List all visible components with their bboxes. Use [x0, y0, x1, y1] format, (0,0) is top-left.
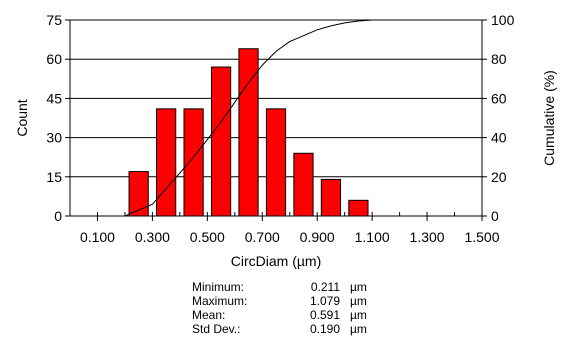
x-tick-label: 0.100 [80, 229, 115, 245]
y2-tick-label: 100 [491, 12, 515, 28]
stat-row-std-dev: Std Dev.: 0.190 µm [192, 322, 367, 336]
x-axis-label: CircDiam (µm) [231, 253, 322, 269]
stat-unit: µm [350, 308, 367, 322]
histogram-bar [320, 178, 342, 217]
stat-unit: µm [350, 322, 367, 336]
stat-value: 1.079 [309, 294, 340, 308]
y-tick-label: 45 [46, 90, 62, 106]
histogram-bar [183, 108, 204, 217]
x-tick-label: 0.900 [300, 229, 335, 245]
stat-unit: µm [350, 280, 367, 294]
histogram-bar [348, 199, 369, 217]
cumulative-line [124, 19, 373, 217]
y2-axis-label: Cumulative (%) [541, 70, 557, 166]
stat-value: 0.591 [309, 308, 340, 322]
y-tick-label: 30 [46, 130, 62, 146]
y2-tick-label: 80 [491, 51, 507, 67]
y2-tick-label: 0 [491, 208, 499, 224]
y2-tick-label: 60 [491, 90, 507, 106]
histogram-bar [293, 152, 314, 217]
y-tick-label: 0 [54, 208, 62, 224]
stat-label: Std Dev.: [192, 322, 241, 336]
x-tick-label: 0.500 [190, 229, 225, 245]
stat-unit: µm [350, 294, 367, 308]
stat-value: 0.211 [310, 280, 340, 294]
histogram-chart: 0 15 30 45 60 75 0 20 40 60 80 100 0.100 0.300 0.500 0.… [14, 12, 557, 269]
stat-row-mean: Mean: 0.591 µm [192, 308, 367, 322]
y2-tick-label: 40 [491, 130, 507, 146]
histogram-bar [128, 171, 149, 217]
x-tick-label: 1.500 [464, 229, 499, 245]
stat-label: Mean: [192, 308, 226, 322]
histogram-bar [265, 108, 287, 217]
y-axis-label: Count [14, 99, 30, 136]
x-tick-label: 1.100 [355, 229, 390, 245]
y-tick-label: 60 [46, 51, 62, 67]
y2-tick-label: 20 [491, 169, 507, 185]
x-tick-label: 0.300 [135, 229, 170, 245]
y-tick-label: 15 [46, 169, 62, 185]
stat-value: 0.190 [309, 322, 340, 336]
stat-label: Maximum: [192, 294, 248, 308]
x-tick-label: 1.300 [410, 229, 445, 245]
y-tick-label: 75 [46, 12, 62, 28]
x-tick-label: 0.700 [245, 229, 280, 245]
stat-row-minimum: Minimum: 0.211 µm [192, 280, 367, 294]
stat-label: Minimum: [192, 280, 245, 294]
histogram-bar [210, 66, 232, 217]
histogram-bar [156, 108, 177, 217]
stat-row-maximum: Maximum: 1.079 µm [192, 294, 367, 308]
statistics-table: Minimum: 0.211 µm Maximum: 1.079 µm Mean… [192, 280, 367, 336]
